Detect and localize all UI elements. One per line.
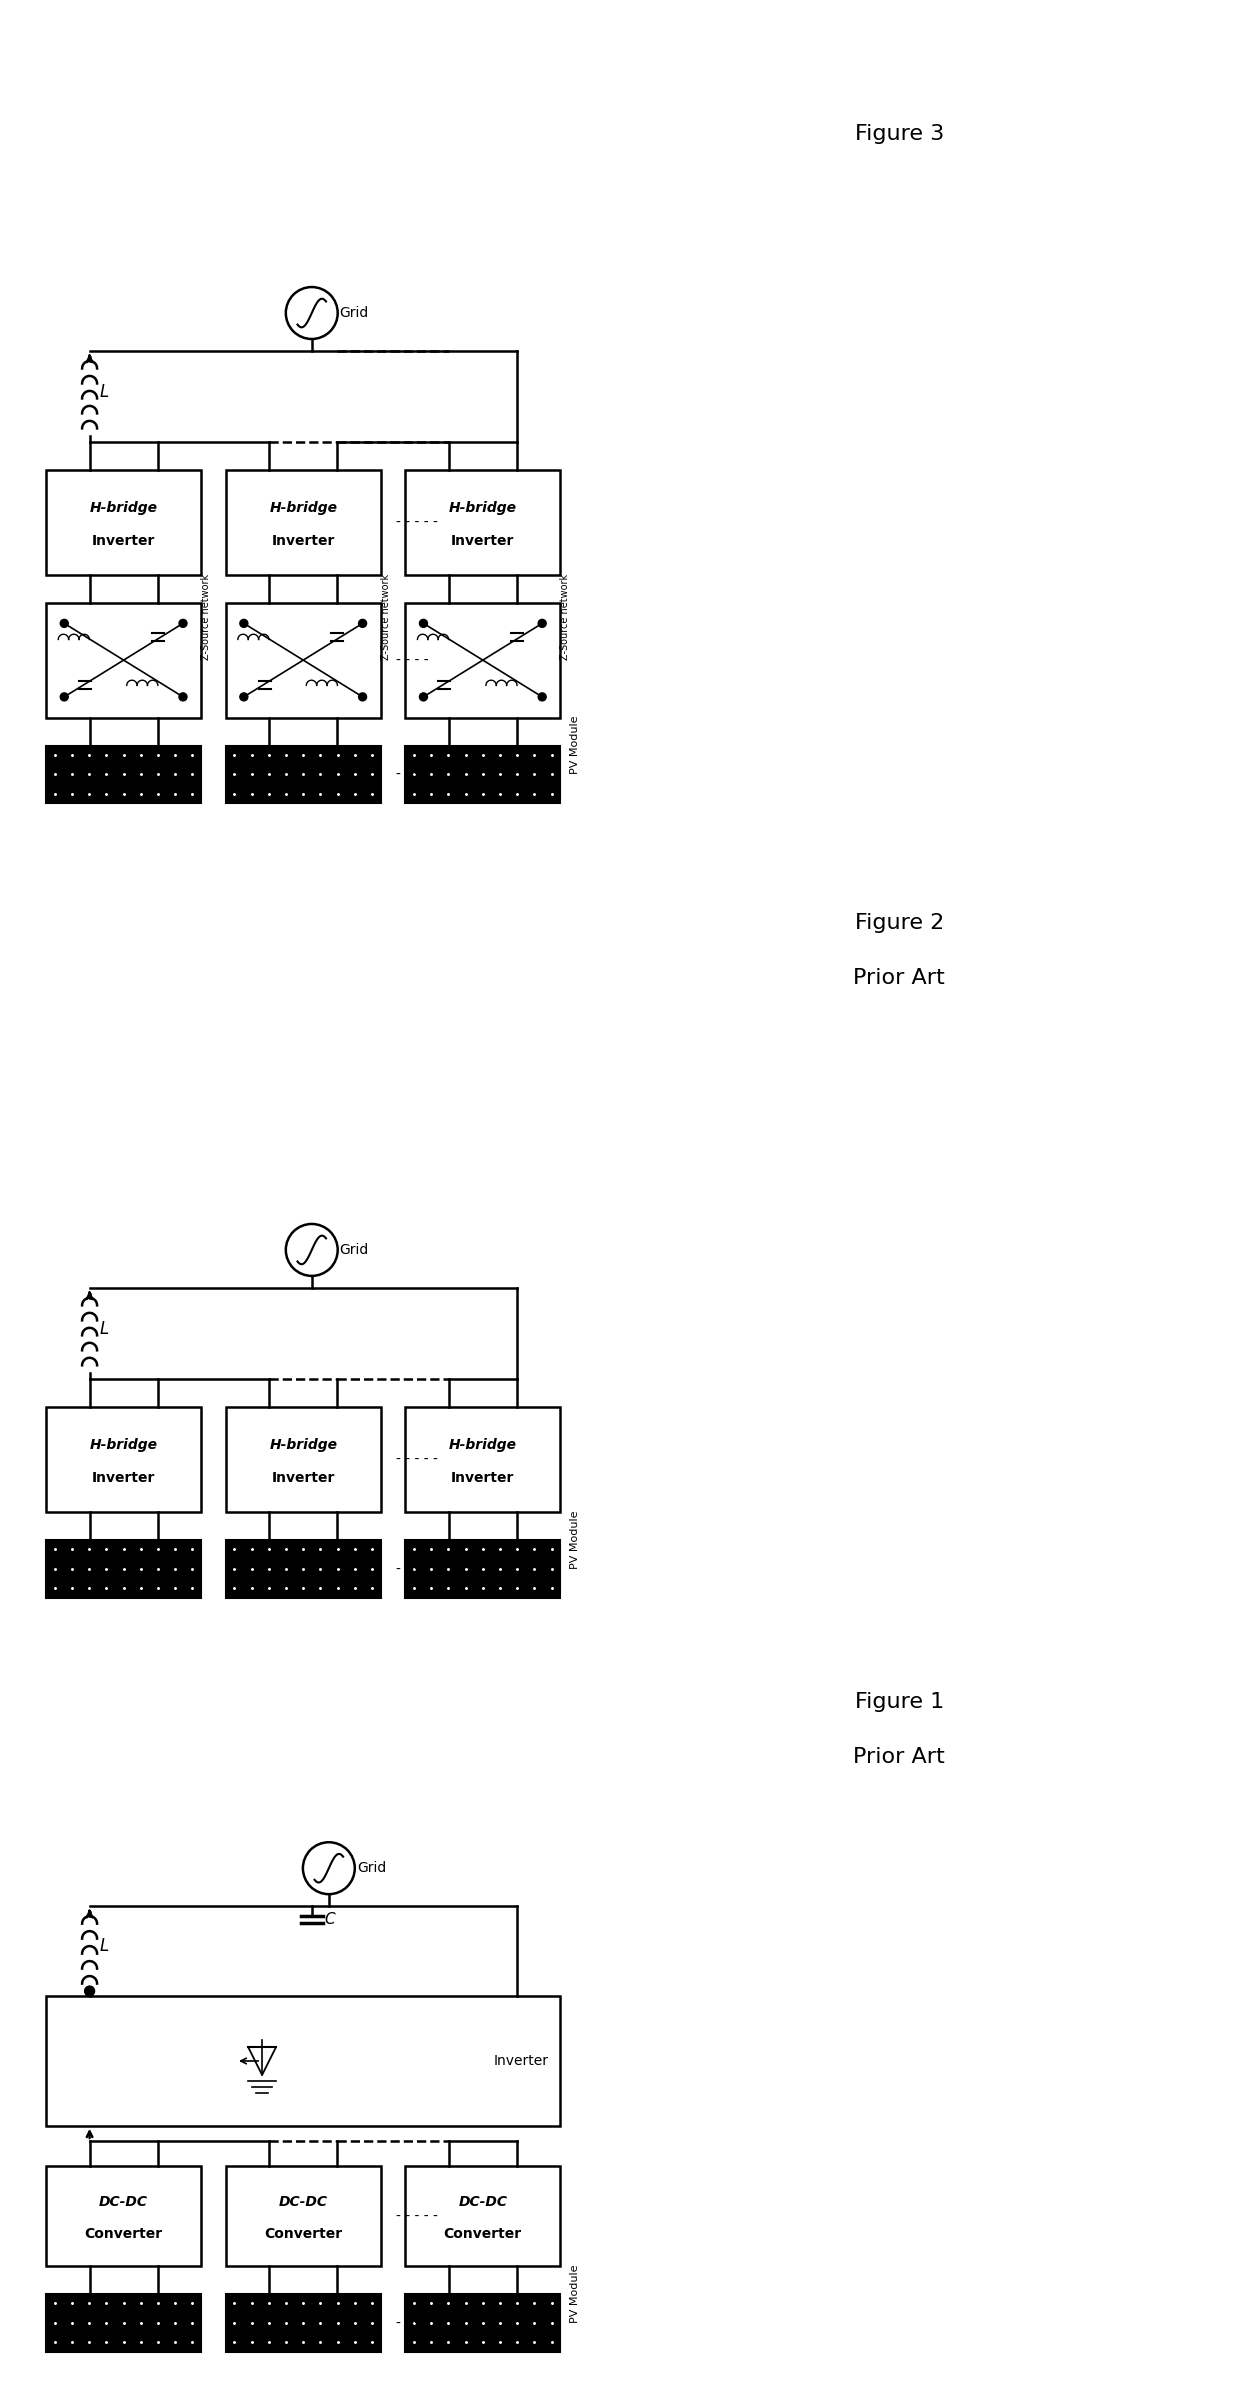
Text: Grid: Grid (340, 1244, 370, 1256)
Bar (46, 1997, 560, 2126)
Text: PV Module: PV Module (570, 2264, 580, 2323)
Text: H-bridge: H-bridge (89, 500, 157, 515)
Circle shape (179, 693, 187, 701)
Bar (46, 469, 201, 574)
Circle shape (61, 620, 68, 627)
Bar (46, 2166, 201, 2266)
Text: H-bridge: H-bridge (269, 1437, 337, 1451)
Circle shape (538, 693, 546, 701)
Bar (405, 469, 560, 574)
Bar (46, 1406, 201, 1511)
Text: H-bridge: H-bridge (449, 1437, 517, 1451)
Bar (46, 1539, 201, 1597)
Text: DC-DC: DC-DC (99, 2195, 148, 2209)
Text: Converter: Converter (264, 2226, 342, 2240)
Text: Inverter: Inverter (92, 534, 155, 548)
Bar (405, 1539, 560, 1597)
Text: L: L (99, 384, 109, 400)
Bar (405, 746, 560, 803)
Text: - - - -: - - - - (396, 2316, 428, 2331)
Text: Figure 3: Figure 3 (854, 124, 944, 145)
Bar (405, 603, 560, 717)
Text: Inverter: Inverter (272, 534, 335, 548)
Circle shape (419, 620, 428, 627)
Bar (226, 603, 381, 717)
Bar (226, 2295, 381, 2352)
Bar (226, 1539, 381, 1597)
Text: Grid: Grid (357, 1861, 386, 1875)
Circle shape (419, 693, 428, 701)
Circle shape (538, 620, 546, 627)
Bar (405, 2166, 560, 2266)
Text: PV Module: PV Module (570, 1511, 580, 1568)
Text: L: L (99, 1320, 109, 1337)
Bar (405, 1406, 560, 1511)
Text: Figure 1: Figure 1 (854, 1692, 944, 1713)
Text: H-bridge: H-bridge (89, 1437, 157, 1451)
Text: C: C (325, 1911, 335, 1925)
Circle shape (239, 620, 248, 627)
Text: Inverter: Inverter (451, 1470, 515, 1485)
Text: Prior Art: Prior Art (853, 1747, 945, 1768)
Bar (46, 603, 201, 717)
Text: H-bridge: H-bridge (269, 500, 337, 515)
Text: PV Module: PV Module (570, 715, 580, 774)
Text: - - - -: - - - - (396, 1561, 428, 1575)
Text: Converter: Converter (84, 2226, 162, 2240)
Text: Inverter: Inverter (494, 2054, 548, 2068)
Text: Inverter: Inverter (451, 534, 515, 548)
Text: Prior Art: Prior Art (853, 967, 945, 989)
Bar (226, 746, 381, 803)
Text: H-bridge: H-bridge (449, 500, 517, 515)
Text: Z-Source network: Z-Source network (560, 574, 570, 660)
Circle shape (179, 620, 187, 627)
Bar (226, 2166, 381, 2266)
Text: Figure 2: Figure 2 (854, 913, 944, 934)
Circle shape (358, 693, 367, 701)
Text: - - - -: - - - - (396, 653, 428, 667)
Text: - - - - -: - - - - - (396, 1451, 438, 1466)
Text: Inverter: Inverter (272, 1470, 335, 1485)
Text: - - - - -: - - - - - (396, 2209, 438, 2223)
Text: Z-Source network: Z-Source network (381, 574, 391, 660)
Text: Z-Source network: Z-Source network (201, 574, 211, 660)
Bar (405, 2295, 560, 2352)
Text: Inverter: Inverter (92, 1470, 155, 1485)
Text: DC-DC: DC-DC (459, 2195, 507, 2209)
Circle shape (61, 693, 68, 701)
Circle shape (239, 693, 248, 701)
Bar (226, 1406, 381, 1511)
Text: Converter: Converter (444, 2226, 522, 2240)
Text: - - - -: - - - - (396, 767, 428, 782)
Text: - - - - -: - - - - - (396, 515, 438, 529)
Text: L: L (99, 1937, 109, 1954)
Bar (46, 746, 201, 803)
Bar (46, 2295, 201, 2352)
Text: DC-DC: DC-DC (279, 2195, 327, 2209)
Text: Grid: Grid (340, 305, 370, 319)
Bar (226, 469, 381, 574)
Circle shape (84, 1985, 94, 1997)
Circle shape (358, 620, 367, 627)
